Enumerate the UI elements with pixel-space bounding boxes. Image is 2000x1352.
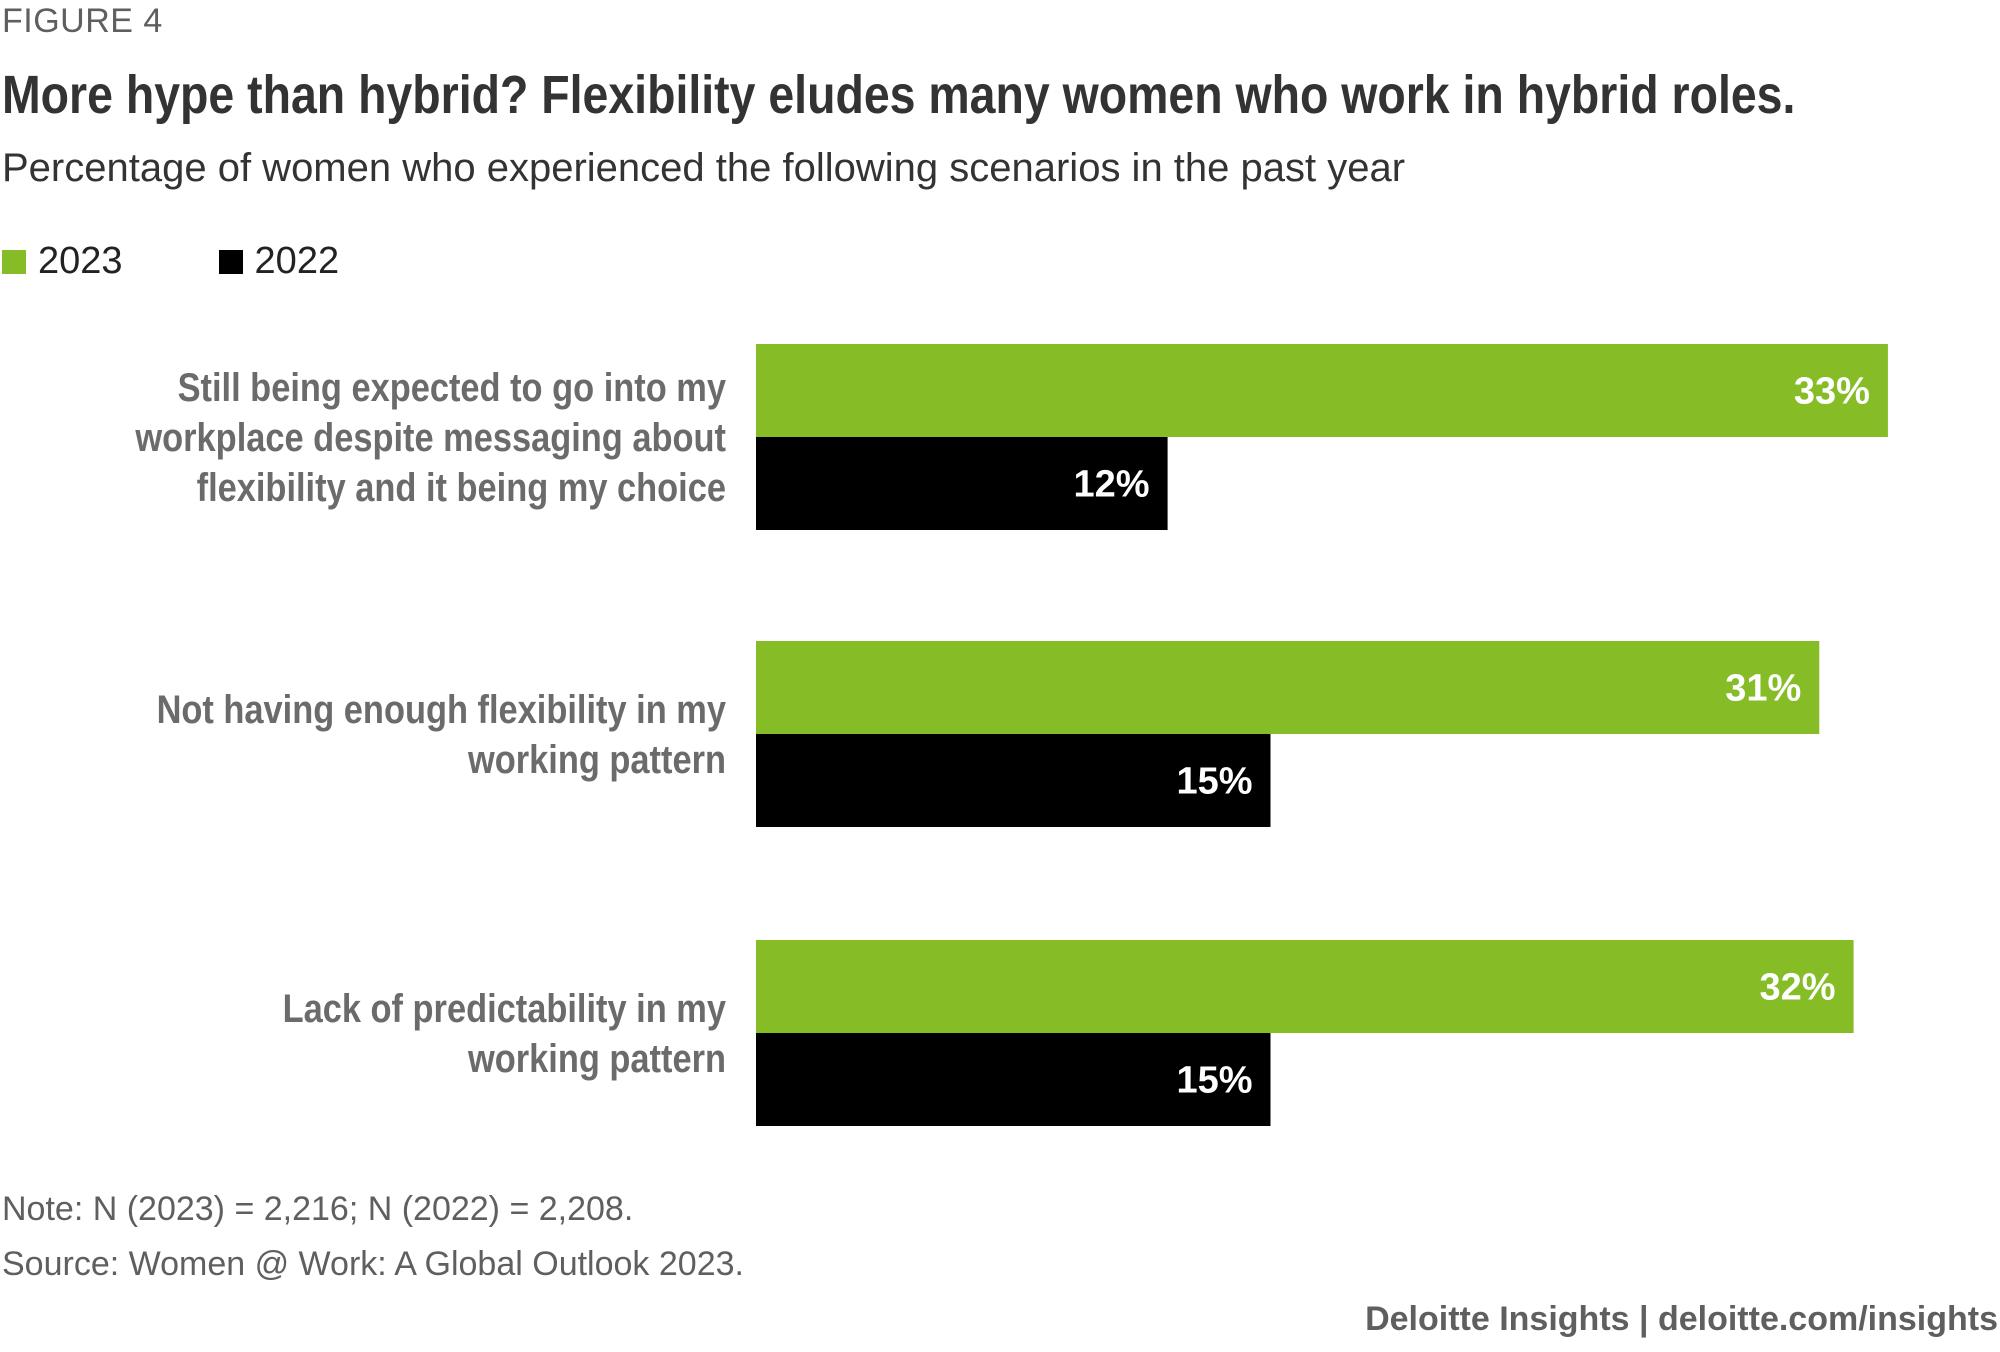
category-label: working pattern: [467, 737, 726, 782]
category-label: workplace despite messaging about: [135, 415, 726, 460]
data-label-2023: 32%: [1760, 967, 1836, 1009]
bar-2023: [756, 344, 1888, 437]
bar-2022: [756, 734, 1271, 827]
data-label-2022: 15%: [1176, 761, 1252, 803]
category-label: Lack of predictability in my: [283, 986, 727, 1031]
footer-credit: Deloitte Insights | deloitte.com/insight…: [1365, 1300, 1998, 1338]
bar-2023: [756, 641, 1820, 734]
data-label-2023: 31%: [1725, 668, 1801, 710]
legend: 2023 2022: [2, 240, 435, 283]
category-label: working pattern: [467, 1036, 726, 1081]
legend-item-2022: 2022: [218, 240, 340, 283]
data-label-2023: 33%: [1794, 371, 1870, 413]
chart-source: Source: Women @ Work: A Global Outlook 2…: [2, 1245, 744, 1283]
legend-item-2023: 2023: [2, 240, 123, 283]
legend-label-2023: 2023: [38, 240, 123, 282]
category-label: Not having enough flexibility in my: [157, 687, 727, 732]
legend-swatch-2023: [2, 249, 26, 274]
data-label-2022: 15%: [1176, 1060, 1252, 1102]
bar-2022: [756, 437, 1168, 530]
category-label: flexibility and it being my choice: [197, 465, 726, 510]
legend-label-2022: 2022: [254, 240, 340, 282]
data-label-2022: 12%: [1074, 464, 1150, 506]
category-label: Still being expected to go into my: [178, 365, 727, 410]
chart-subtitle: Percentage of women who experienced the …: [2, 146, 1406, 190]
chart-note: Note: N (2023) = 2,216; N (2022) = 2,208…: [2, 1190, 634, 1228]
legend-swatch-2022: [218, 249, 243, 274]
figure-label: FIGURE 4: [2, 2, 163, 40]
chart-title: More hype than hybrid? Flexibility elude…: [2, 65, 1796, 125]
bar-2023: [756, 940, 1854, 1033]
bar-2022: [756, 1033, 1271, 1126]
